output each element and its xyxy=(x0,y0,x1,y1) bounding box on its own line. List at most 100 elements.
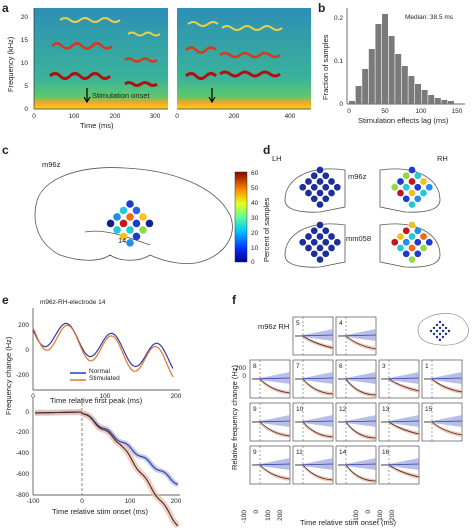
f-cell-id: 11 xyxy=(296,449,303,456)
electrode-lh-mm058 xyxy=(322,250,330,258)
histogram-bar xyxy=(401,66,408,104)
electrode-lh-mm058 xyxy=(328,233,335,240)
a-ytick-20: 20 xyxy=(21,14,29,21)
electrode-rh-mm058 xyxy=(408,256,416,263)
electrode-rh-m96z xyxy=(408,178,416,185)
electrode-lh-m96z xyxy=(305,189,312,197)
electrode-lh-m96z xyxy=(322,172,330,180)
f-cell-id: 15 xyxy=(425,406,433,413)
brain-rh-mm058 xyxy=(379,223,441,268)
f-inset-electrode xyxy=(441,329,445,333)
electrode-rh-mm058 xyxy=(397,233,404,240)
f-cell-id: 16 xyxy=(382,449,390,456)
electrode-lh-mm058 xyxy=(328,244,335,252)
e-title: m96z-RH-electrode 14 xyxy=(40,299,106,306)
electrode-rh-m96z xyxy=(402,172,410,180)
brain-rh-m96z xyxy=(379,168,441,213)
f-cell-stim-band xyxy=(260,422,290,438)
cbar-tick-40: 40 xyxy=(251,200,259,207)
electrode-lh-m96z xyxy=(299,183,307,191)
electrode-rh-mm058 xyxy=(414,238,422,246)
e-bot-ytick-800: -800 xyxy=(16,492,29,499)
e-top-xtick-200: 200 xyxy=(171,393,182,400)
electrode-lh-m96z xyxy=(322,195,330,203)
f-inset-electrode xyxy=(435,323,439,327)
electrode-lh-m96z xyxy=(333,183,341,191)
e-bot-xtick-200: 200 xyxy=(171,498,182,505)
histogram-bar xyxy=(441,100,448,104)
cbar-tick-50: 50 xyxy=(251,185,259,192)
f-inset-electrode xyxy=(429,329,433,333)
e-top-normal-trace xyxy=(32,322,174,369)
electrode-rh-m96z xyxy=(420,189,427,197)
panel-label-f: f xyxy=(232,293,236,307)
f-subject: m96z RH xyxy=(258,322,290,331)
electrode-rh-mm058 xyxy=(408,221,416,229)
f-xtick2-0: 0 xyxy=(365,510,372,514)
f-ytick-200: 200 xyxy=(235,365,246,372)
f-cell-stim-band xyxy=(303,422,333,439)
f-cell-stim-band xyxy=(303,465,333,482)
a-ytick-0: 0 xyxy=(24,106,28,113)
electrode-rh-mm058 xyxy=(420,233,427,240)
f-cell-id: 8 xyxy=(253,363,257,370)
electrode-lh-m96z xyxy=(322,183,330,191)
f-inset-brain xyxy=(417,313,469,346)
f-inset-electrode xyxy=(435,335,439,339)
histogram-bar xyxy=(355,86,362,104)
electrode-lh-mm058 xyxy=(316,221,324,229)
f-xtick-200: 200 xyxy=(277,510,284,521)
e-bottom-normal-band xyxy=(35,409,179,487)
f-cell-stim-trace xyxy=(295,335,334,349)
f-xtick2-minus100: -100 xyxy=(353,510,360,523)
panel-label-e: e xyxy=(2,293,9,307)
electrode-lh-m96z xyxy=(316,166,324,174)
d-rh: RH xyxy=(437,154,448,163)
b-ytick-0.2: 0.2 xyxy=(334,15,343,22)
e-ylabel: Frequency change (Hz) xyxy=(4,336,13,415)
histogram-bar xyxy=(434,98,441,104)
e-bot-xtick-0: 0 xyxy=(80,498,84,505)
f-inset-electrode xyxy=(438,338,442,342)
electrode-lh-m96z xyxy=(310,172,318,180)
cbar-tick-30: 30 xyxy=(251,215,259,222)
e-bottom-stim-trace xyxy=(35,411,179,527)
e-top-ytick-200: 200 xyxy=(18,322,29,329)
a-xtick-right-400: 400 xyxy=(285,113,296,120)
f-cell-stim-trace xyxy=(424,378,463,393)
electrode-rh-m96z xyxy=(402,183,410,191)
b-xtick-150: 150 xyxy=(452,108,463,115)
f-cell-stim-trace xyxy=(381,464,420,478)
f-cell-id: 9 xyxy=(253,449,257,456)
electrode-rh-mm058 xyxy=(397,244,404,252)
electrode-lh-mm058 xyxy=(322,227,330,235)
f-cell-id: 12 xyxy=(339,406,347,413)
histogram-bar xyxy=(349,101,355,104)
histogram-bar xyxy=(375,24,382,104)
electrode-c xyxy=(132,232,141,241)
electrode-c xyxy=(132,206,141,215)
stim-arrow-left xyxy=(83,88,91,104)
f-cell-stim-trace xyxy=(252,378,291,394)
electrode-rh-m96z xyxy=(408,201,416,208)
histogram-bar xyxy=(382,14,388,104)
electrode-c xyxy=(119,232,128,241)
electrode-lh-mm058 xyxy=(316,233,324,240)
e-bot-ytick-600: -600 xyxy=(16,471,29,478)
b-xlabel: Stimulation effects lag (ms) xyxy=(358,116,449,125)
f-inset-electrode xyxy=(441,323,445,327)
electrode-c xyxy=(139,213,147,221)
e-top-ytick-minus200: -200 xyxy=(16,372,29,379)
e-legend-normal: Normal xyxy=(89,368,110,375)
histogram-bar xyxy=(421,90,428,104)
a-ytick-15: 15 xyxy=(21,37,29,44)
electrode-c xyxy=(126,239,134,247)
histogram-bar xyxy=(362,69,369,104)
a-ytick-10: 10 xyxy=(21,60,29,67)
f-inset-electrode xyxy=(438,326,442,330)
electrode-rh-mm058 xyxy=(425,238,433,246)
colorbar xyxy=(234,171,248,263)
a-xtick-right-200: 200 xyxy=(229,113,240,120)
f-xtick2-100: 100 xyxy=(377,510,384,521)
panel-label-c: c xyxy=(2,143,9,157)
